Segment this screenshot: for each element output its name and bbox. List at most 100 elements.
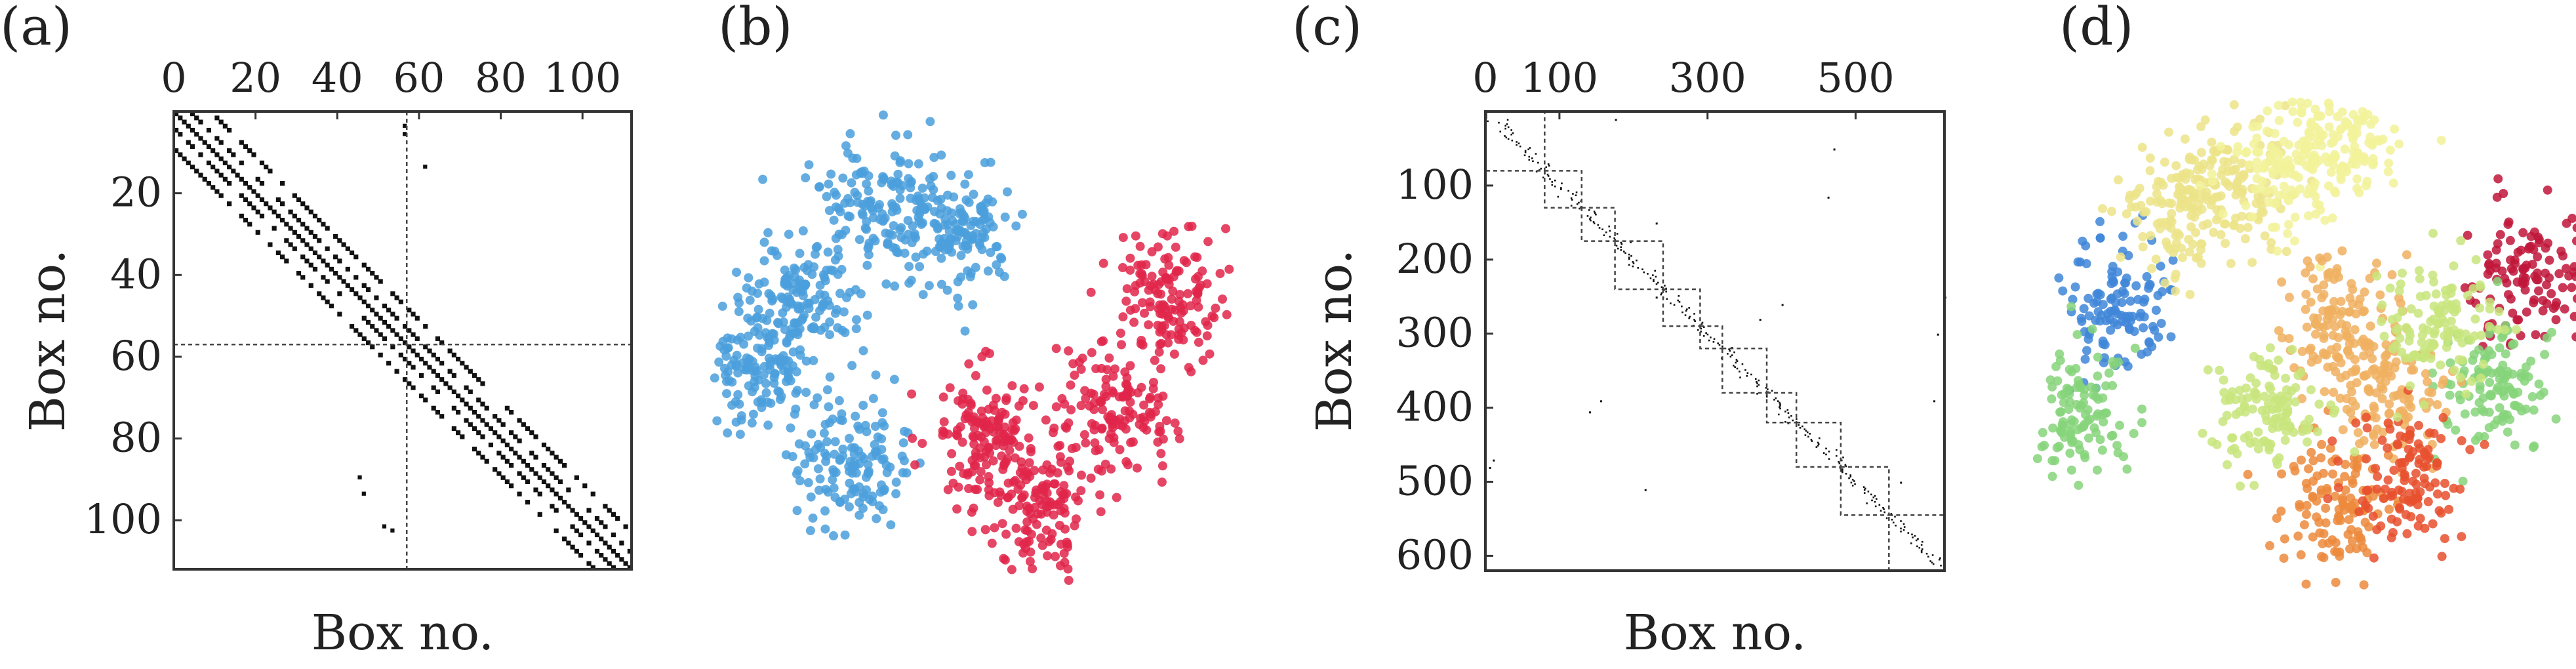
panel-b-point <box>1118 233 1128 243</box>
panel-b-point <box>765 365 775 375</box>
panel-c-matrix-entry <box>1628 264 1630 266</box>
panel-a-matrix-entry <box>611 532 616 538</box>
panel-a-matrix-entry <box>513 451 518 456</box>
panel-d-point <box>2468 355 2478 365</box>
panel-b-point <box>747 286 757 296</box>
panel-d-point <box>2107 272 2117 282</box>
panel-d-point <box>2541 243 2550 253</box>
panel-d-point <box>2255 114 2265 124</box>
panel-b-point <box>1001 395 1011 405</box>
panel-c-matrix-entry <box>1660 293 1662 296</box>
panel-a-matrix-entry <box>255 230 260 235</box>
panel-d-point <box>2534 238 2544 248</box>
panel-d-point <box>2099 417 2108 427</box>
panel-b-point <box>1112 493 1121 502</box>
panel-b-point <box>982 416 991 426</box>
panel-b-point <box>807 429 816 439</box>
panel-c-matrix-entry <box>1736 360 1739 362</box>
panel-d-point <box>2413 500 2423 510</box>
panel-b-point <box>801 173 811 183</box>
panel-d-point <box>2322 486 2332 496</box>
panel-c-matrix-entry <box>1787 412 1790 414</box>
panel-b-point <box>891 477 901 487</box>
panel-b-point <box>1201 317 1211 327</box>
panel-d-point <box>2558 283 2567 293</box>
panel-c-matrix-entry <box>1839 466 1841 469</box>
panel-b-point <box>936 253 946 263</box>
panel-b-point <box>988 222 998 232</box>
panel-b-point <box>976 432 986 442</box>
panel-d-point <box>2337 319 2346 329</box>
panel-d-point <box>2420 523 2430 533</box>
panel-b-point <box>763 420 773 430</box>
panel-d-point <box>2253 444 2263 454</box>
panel-b-point <box>835 207 845 216</box>
panel-d-point <box>2500 325 2510 334</box>
panel-c-matrix-entry <box>1593 222 1596 224</box>
panel-a-matrix-entry <box>541 442 547 447</box>
panel-b-point <box>853 191 862 201</box>
panel-b-point <box>820 449 830 458</box>
panel-a-matrix-entry <box>288 226 293 231</box>
panel-d-point <box>2311 329 2320 339</box>
panel-c-matrix-entry <box>1570 205 1573 207</box>
panel-b-point <box>1053 468 1062 477</box>
panel-b-point <box>824 402 834 412</box>
panel-d-point <box>2321 152 2331 162</box>
panel-d-point <box>2301 289 2311 299</box>
panel-d-point <box>2378 384 2388 394</box>
panel-d-point <box>2485 297 2495 307</box>
panel-b-point <box>889 375 899 384</box>
panel-c-matrix-entry <box>1731 354 1733 356</box>
panel-d-point <box>2321 503 2331 513</box>
panel-b-point <box>1211 303 1220 313</box>
panel-d-point <box>2319 280 2329 290</box>
panel-b-point <box>830 449 839 459</box>
panel-d-point <box>2065 449 2075 458</box>
panel-b-point <box>805 526 815 535</box>
panel-c-matrix-entry <box>1532 160 1534 163</box>
panel-a-matrix-entry <box>382 336 388 341</box>
panel-d-point <box>2265 343 2275 353</box>
panel-b-point <box>975 475 985 485</box>
panel-d-point <box>2092 289 2102 299</box>
panel-b-point <box>1037 500 1047 510</box>
panel-b-point <box>834 395 844 405</box>
panel-d-point <box>2389 392 2398 401</box>
panel-c-matrix-entry <box>1912 537 1914 538</box>
panel-a-matrix-entry <box>190 127 195 133</box>
panel-d-point <box>2392 413 2402 422</box>
panel-d-point <box>2535 390 2545 400</box>
panel-d-point <box>2252 157 2262 167</box>
panel-d-point <box>2415 292 2425 302</box>
panel-d-point <box>2331 578 2341 587</box>
panel-a-matrix-entry <box>435 336 441 341</box>
panel-b-point <box>957 437 967 447</box>
panel-d-point <box>2352 184 2362 193</box>
panel-d-point <box>2066 429 2076 439</box>
panel-d-point <box>2266 142 2276 152</box>
panel-b-point <box>858 401 868 410</box>
panel-d-point <box>2405 381 2415 391</box>
panel-c-y-tick-label: 400 <box>1396 383 1474 431</box>
panel-d-point <box>2455 484 2465 494</box>
panel-b-point <box>828 415 837 424</box>
panel-d-point <box>2139 323 2148 333</box>
panel-c-matrix-entry <box>1825 453 1827 456</box>
panel-b-point <box>1146 409 1156 419</box>
panel-b-point <box>1117 421 1127 431</box>
panel-d-point <box>2362 486 2371 496</box>
panel-d-point <box>2087 324 2097 334</box>
panel-d-point <box>2274 100 2284 110</box>
panel-c-matrix-entry <box>1708 339 1710 342</box>
panel-a-matrix-entry <box>317 254 322 260</box>
panel-d-point <box>2538 306 2548 315</box>
panel-d-point <box>2335 394 2345 403</box>
panel-c-matrix-entry <box>1694 320 1696 322</box>
panel-c-x-tick-label: 0 <box>1472 54 1498 102</box>
panel-d-point <box>2362 181 2371 191</box>
panel-b-point <box>835 415 845 425</box>
panel-d-point <box>2326 400 2336 410</box>
panel-c-matrix-entry <box>1578 201 1580 204</box>
